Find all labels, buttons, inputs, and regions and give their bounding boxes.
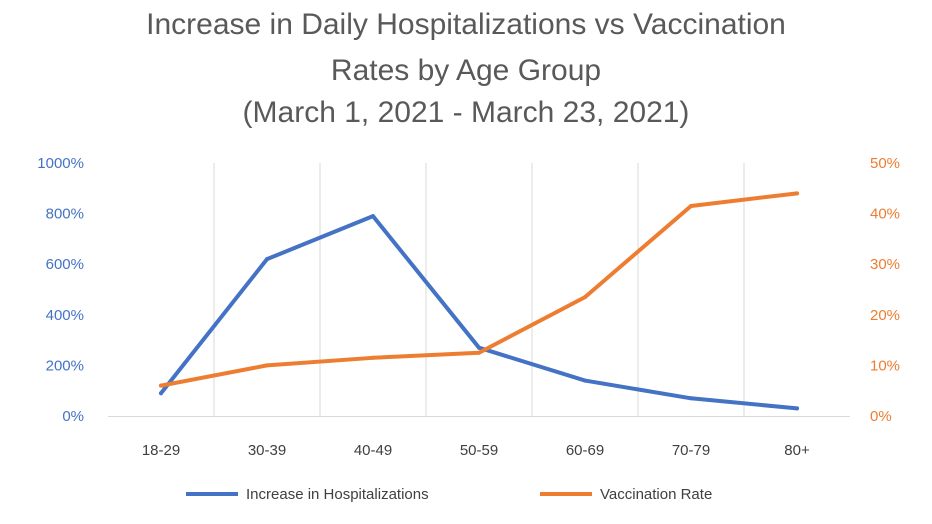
left-tick-label: 800% (46, 206, 84, 223)
series-line-1 (159, 191, 799, 388)
x-tick-label: 30-39 (248, 442, 286, 459)
series-0-point (795, 406, 799, 411)
series-0-point (159, 391, 163, 396)
series-1-point (477, 350, 481, 355)
right-tick-label: 20% (870, 307, 900, 324)
right-tick-label: 0% (870, 408, 892, 425)
right-tick-label: 10% (870, 357, 900, 374)
right-tick-label: 40% (870, 206, 900, 223)
series-0-point (371, 214, 375, 219)
legend-label-0: Increase in Hospitalizations (246, 486, 429, 503)
series-0-point (689, 396, 693, 401)
x-axis-ticks: 18-29 30-39 40-49 50-59 60-69 70-79 80+ (142, 442, 810, 459)
series-line-0 (159, 214, 799, 411)
left-tick-label: 600% (46, 256, 84, 273)
chart-title-line-3: (March 1, 2021 - March 23, 2021) (243, 96, 690, 129)
series-1-point (795, 191, 799, 196)
series-0-point (583, 378, 587, 383)
series-0-point (265, 257, 269, 262)
left-tick-label: 200% (46, 357, 84, 374)
x-tick-label: 80+ (784, 442, 810, 459)
left-axis-ticks: 0% 200% 400% 600% 800% 1000% (37, 155, 84, 425)
series-1-point (265, 363, 269, 368)
gridlines (108, 163, 850, 417)
legend: Increase in Hospitalizations Vaccination … (186, 486, 712, 503)
x-tick-label: 50-59 (460, 442, 498, 459)
left-tick-label: 1000% (37, 155, 84, 172)
series-1-point (159, 383, 163, 388)
left-tick-label: 0% (62, 408, 84, 425)
legend-label-1: Vaccination Rate (600, 486, 712, 503)
chart-title: Increase in Daily Hospitalizations vs Va… (146, 8, 786, 129)
right-tick-label: 30% (870, 256, 900, 273)
chart-title-line-1: Increase in Daily Hospitalizations vs Va… (146, 8, 786, 41)
series-1-point (371, 355, 375, 360)
x-tick-label: 70-79 (672, 442, 710, 459)
left-tick-label: 400% (46, 307, 84, 324)
x-tick-label: 18-29 (142, 442, 180, 459)
chart-title-line-2: Rates by Age Group (331, 54, 601, 87)
x-tick-label: 60-69 (566, 442, 604, 459)
x-tick-label: 40-49 (354, 442, 392, 459)
series-1-point (689, 204, 693, 209)
right-axis-ticks: 0% 10% 20% 30% 40% 50% (870, 155, 900, 425)
series-1-point (583, 295, 587, 300)
series-lines (159, 191, 799, 411)
right-tick-label: 50% (870, 155, 900, 172)
series-0-point (477, 345, 481, 350)
